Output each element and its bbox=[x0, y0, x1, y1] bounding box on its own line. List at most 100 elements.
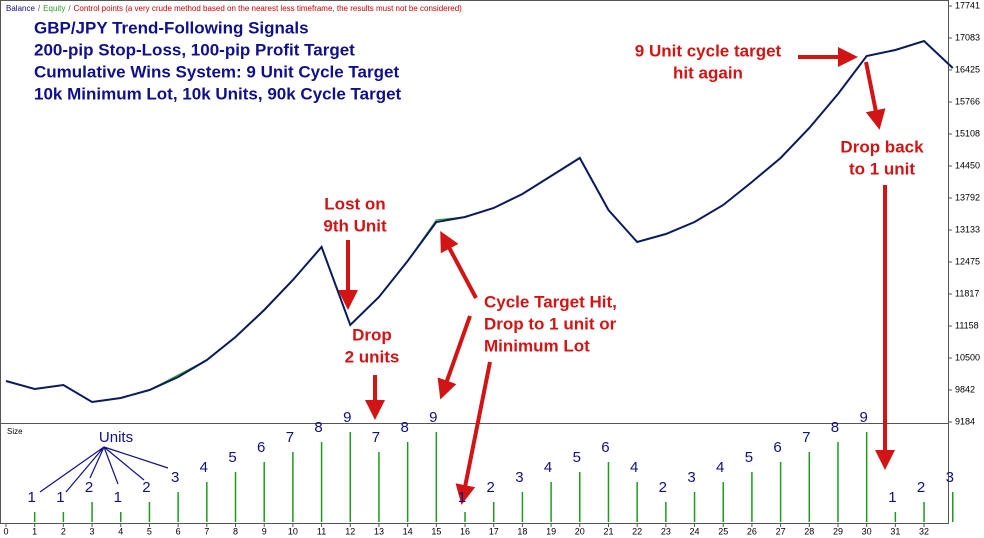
arrow bbox=[864, 61, 886, 130]
y-tick-label: 9184 bbox=[955, 416, 975, 426]
y-tick-label: 16425 bbox=[955, 64, 980, 74]
x-tick-label: 15 bbox=[431, 526, 441, 536]
value-label: 3 bbox=[171, 469, 179, 486]
bar bbox=[693, 492, 696, 522]
x-tick-label: 20 bbox=[575, 526, 585, 536]
bar bbox=[148, 502, 151, 522]
pointer-line bbox=[65, 446, 105, 493]
bar bbox=[837, 442, 839, 522]
bar bbox=[894, 512, 897, 522]
value-label: 9 bbox=[859, 409, 867, 426]
value-label: 2 bbox=[142, 479, 150, 496]
chart-title: 10k Minimum Lot, 10k Units, 90k Cycle Ta… bbox=[34, 84, 402, 103]
x-tick-label: 26 bbox=[747, 526, 757, 536]
bar bbox=[779, 462, 782, 522]
value-label: 3 bbox=[515, 469, 523, 486]
bar bbox=[292, 452, 294, 522]
x-tick-label: 28 bbox=[804, 526, 814, 536]
bar bbox=[406, 442, 409, 522]
x-tick-label: 18 bbox=[517, 526, 527, 536]
y-tick-label: 17741 bbox=[955, 0, 980, 10]
x-tick-label: 8 bbox=[233, 526, 238, 536]
y-tick-label: 12475 bbox=[955, 256, 980, 266]
x-tick-label: 21 bbox=[603, 526, 613, 536]
pointer-line bbox=[103, 446, 145, 481]
arrow bbox=[437, 315, 472, 400]
x-tick-label: 5 bbox=[147, 526, 152, 536]
bar bbox=[62, 512, 65, 522]
x-tick-label: 29 bbox=[833, 526, 843, 536]
bar bbox=[91, 502, 93, 522]
x-tick-label: 1 bbox=[32, 526, 37, 536]
legend-text: Balance bbox=[6, 4, 35, 13]
annotation: Lost on bbox=[324, 194, 385, 213]
y-tick-label: 15108 bbox=[955, 128, 980, 138]
value-label: 9 bbox=[429, 409, 437, 426]
annotation: hit again bbox=[673, 63, 743, 82]
bar bbox=[751, 472, 753, 522]
x-tick-label: 0 bbox=[3, 526, 8, 536]
value-label: 4 bbox=[200, 459, 208, 476]
value-label: 4 bbox=[630, 459, 638, 476]
bar bbox=[349, 432, 352, 522]
x-tick-label: 30 bbox=[862, 526, 872, 536]
pointer-line bbox=[103, 446, 119, 485]
x-tick-label: 9 bbox=[262, 526, 267, 536]
chart-title: GBP/JPY Trend-Following Signals bbox=[34, 18, 309, 37]
x-tick-label: 17 bbox=[489, 526, 499, 536]
pointer-line bbox=[39, 446, 105, 493]
chart-title: Cumulative Wins System: 9 Unit Cycle Tar… bbox=[34, 62, 399, 81]
x-tick-label: 10 bbox=[288, 526, 298, 536]
value-label: 1 bbox=[458, 489, 466, 506]
y-tick-label: 13792 bbox=[955, 192, 980, 202]
bar bbox=[607, 462, 610, 522]
x-tick-label: 14 bbox=[403, 526, 413, 536]
value-label: 6 bbox=[773, 439, 781, 456]
annotation: Cycle Target Hit, bbox=[484, 292, 617, 311]
bar bbox=[33, 512, 36, 522]
value-label: 3 bbox=[687, 469, 695, 486]
y-tick-label: 10500 bbox=[955, 352, 980, 362]
value-label: 6 bbox=[601, 439, 609, 456]
y-tick-label: 17083 bbox=[955, 32, 980, 42]
annotation: Minimum Lot bbox=[484, 336, 590, 355]
bar bbox=[234, 472, 237, 522]
y-tick-label: 11817 bbox=[955, 288, 979, 298]
annotation: Drop back bbox=[840, 137, 924, 156]
bar bbox=[521, 492, 524, 522]
bar bbox=[550, 482, 552, 522]
bar bbox=[378, 452, 380, 522]
arrow bbox=[455, 361, 492, 505]
value-label: 1 bbox=[114, 489, 122, 506]
y-tick-label: 13133 bbox=[955, 224, 980, 234]
x-tick-label: 16 bbox=[460, 526, 470, 536]
pointer-line bbox=[103, 446, 169, 469]
bar bbox=[263, 462, 265, 522]
value-label: 8 bbox=[314, 419, 322, 436]
value-label: 5 bbox=[573, 449, 581, 466]
x-tick-label: 24 bbox=[690, 526, 700, 536]
x-tick-label: 22 bbox=[632, 526, 642, 536]
value-label: 7 bbox=[286, 429, 294, 446]
bar bbox=[320, 442, 323, 522]
bar bbox=[923, 502, 925, 522]
value-label: 7 bbox=[372, 429, 380, 446]
bar bbox=[492, 502, 495, 522]
value-label: 1 bbox=[28, 489, 36, 506]
value-label: 1 bbox=[888, 489, 896, 506]
x-tick-label: 7 bbox=[204, 526, 209, 536]
x-tick-label: 19 bbox=[546, 526, 556, 536]
x-tick-label: 11 bbox=[317, 526, 326, 536]
bar bbox=[808, 452, 811, 522]
bar bbox=[722, 482, 724, 522]
x-tick-label: 6 bbox=[176, 526, 181, 536]
bar bbox=[206, 482, 208, 522]
x-tick-label: 27 bbox=[776, 526, 786, 536]
arrow bbox=[440, 230, 478, 299]
value-label: 5 bbox=[745, 449, 753, 466]
x-tick-label: 2 bbox=[61, 526, 66, 536]
legend-text: / bbox=[68, 4, 71, 13]
bar bbox=[579, 472, 581, 522]
value-label: 2 bbox=[659, 479, 667, 496]
